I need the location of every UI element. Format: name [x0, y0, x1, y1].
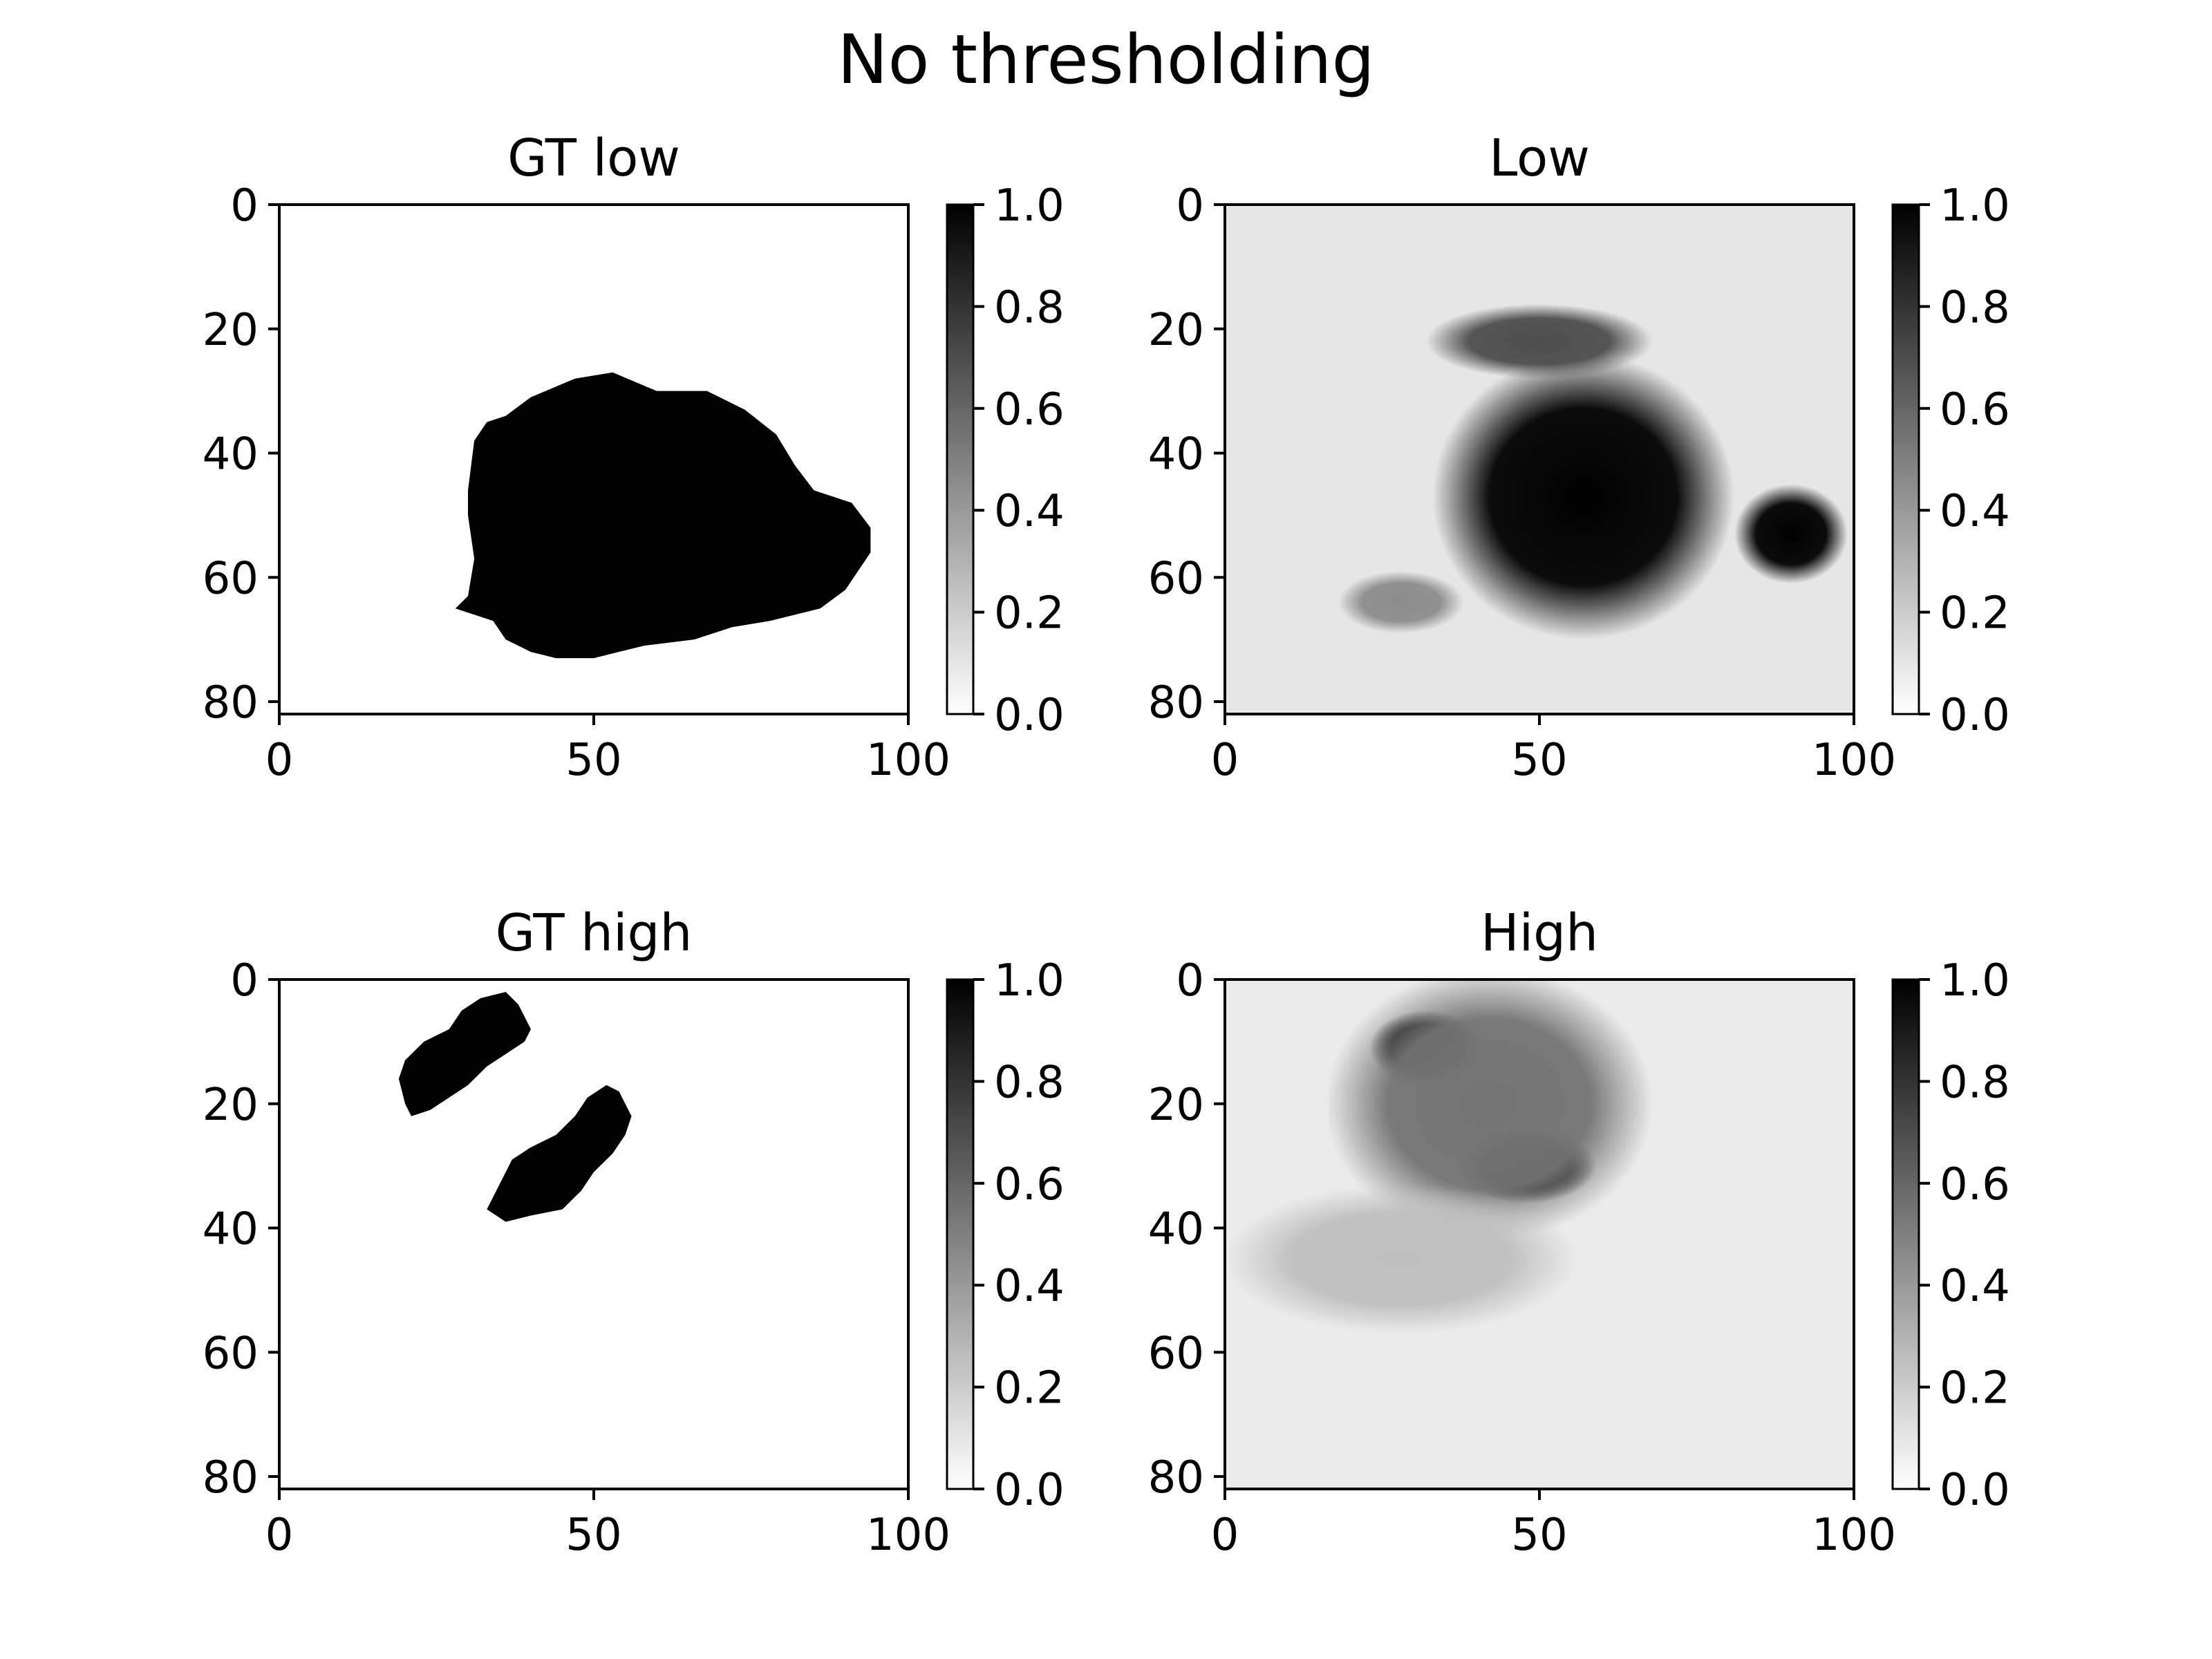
panel-title: High [1481, 903, 1598, 963]
colorbar-tick-label: 0.6 [994, 1159, 1065, 1210]
prob-blob-1 [1432, 353, 1735, 640]
panel-title: Low [1489, 129, 1590, 188]
colorbar-tick-label: 0.4 [994, 1261, 1065, 1312]
y-tick-label: 80 [1148, 1452, 1204, 1503]
panel-image [1225, 205, 1854, 714]
y-tick-label: 0 [1176, 180, 1204, 232]
y-tick-label: 20 [203, 305, 259, 356]
colorbar-tick-label: 0.8 [1940, 1057, 2010, 1108]
panel-title: GT high [496, 903, 693, 963]
y-tick-label: 20 [1148, 1080, 1204, 1131]
y-tick-label: 80 [203, 1452, 259, 1503]
colorbar-tick-label: 0.8 [1940, 282, 2010, 333]
y-tick-label: 40 [1148, 1204, 1204, 1255]
x-tick-label: 100 [1812, 735, 1896, 786]
x-tick-label: 50 [565, 735, 621, 786]
y-tick-label: 60 [203, 553, 259, 604]
colorbar [1891, 203, 1920, 715]
colorbar-tick-label: 0.2 [994, 1363, 1065, 1414]
colorbar [946, 203, 975, 715]
colorbar-tick-label: 1.0 [994, 955, 1065, 1006]
prob-blob-3 [1426, 303, 1653, 379]
mask-region-1 [455, 372, 871, 659]
y-tick-label: 0 [1176, 955, 1204, 1006]
colorbar-tick-label: 0.8 [994, 1057, 1065, 1108]
colorbar-tick-label: 0.0 [994, 690, 1065, 741]
x-tick-label: 0 [1211, 1510, 1239, 1561]
x-tick-label: 100 [1812, 1510, 1896, 1561]
y-tick-label: 80 [203, 677, 259, 729]
mask-region-1 [398, 992, 531, 1116]
prob-blob-2 [1734, 484, 1848, 584]
y-tick-label: 60 [1148, 1328, 1204, 1379]
y-tick-label: 0 [230, 955, 259, 1006]
colorbar [1891, 978, 1920, 1490]
colorbar-tick-label: 0.0 [1940, 1465, 2010, 1516]
panel-1: GT low 0 50 100 0 20 40 60 80 0.0 0.2 0.4 0.6 0.8 1.0 [203, 129, 1065, 786]
x-tick-label: 0 [265, 735, 294, 786]
colorbar-tick-label: 0.4 [994, 486, 1065, 537]
colorbar-tick-label: 0.4 [1940, 486, 2010, 537]
colorbar-tick-label: 1.0 [1940, 180, 2010, 232]
colorbar-tick-label: 0.4 [1940, 1261, 2010, 1312]
colorbar-tick-label: 0.6 [994, 384, 1065, 435]
panel-image [279, 205, 908, 714]
y-tick-label: 0 [230, 180, 259, 232]
y-tick-label: 40 [203, 429, 259, 480]
colorbar-tick-label: 1.0 [994, 180, 1065, 232]
y-tick-label: 60 [203, 1328, 259, 1379]
prob-blob-4 [1225, 1184, 1577, 1334]
colorbar-tick-label: 0.6 [1940, 1159, 2010, 1210]
y-tick-label: 40 [203, 1204, 259, 1255]
y-tick-label: 60 [1148, 553, 1204, 604]
panel-4: High 0 50 100 0 20 40 60 80 0.0 0.2 0.4 0.6 0.8 1.0 [1148, 903, 2010, 1561]
x-tick-label: 0 [1211, 735, 1239, 786]
panel-3: GT high 0 50 100 0 20 40 60 80 0.0 0.2 0.4 0.6 0.8 1.0 [203, 903, 1065, 1561]
x-tick-label: 100 [866, 735, 950, 786]
panel-image [279, 980, 908, 1489]
colorbar-tick-label: 0.2 [994, 588, 1065, 639]
x-tick-label: 0 [265, 1510, 294, 1561]
panel-2: Low 0 50 100 0 20 40 60 80 0.0 0.2 0.4 0.6 0.8 1.0 [1148, 129, 2010, 786]
colorbar-tick-label: 0.8 [994, 282, 1065, 333]
panel-title: GT low [507, 129, 680, 188]
mask-background [279, 980, 908, 1489]
mask-region-2 [487, 1085, 632, 1222]
colorbar-tick-label: 1.0 [1940, 955, 2010, 1006]
prob-blob-3 [1325, 980, 1653, 1241]
panel-image [1225, 980, 1854, 1489]
x-tick-label: 50 [565, 1510, 621, 1561]
figure-title: No thresholding [837, 21, 1375, 100]
colorbar-tick-label: 0.0 [1940, 690, 2010, 741]
x-tick-label: 100 [866, 1510, 950, 1561]
colorbar-tick-label: 0.2 [1940, 588, 2010, 639]
y-tick-label: 80 [1148, 677, 1204, 729]
y-tick-label: 20 [203, 1080, 259, 1131]
colorbar-tick-label: 0.6 [1940, 384, 2010, 435]
y-tick-label: 40 [1148, 429, 1204, 480]
colorbar-tick-label: 0.2 [1940, 1363, 2010, 1414]
x-tick-label: 50 [1511, 1510, 1567, 1561]
prob-blob-4 [1338, 571, 1464, 634]
colorbar-tick-label: 0.0 [994, 1465, 1065, 1516]
y-tick-label: 20 [1148, 305, 1204, 356]
x-tick-label: 50 [1511, 735, 1567, 786]
colorbar [946, 978, 975, 1490]
